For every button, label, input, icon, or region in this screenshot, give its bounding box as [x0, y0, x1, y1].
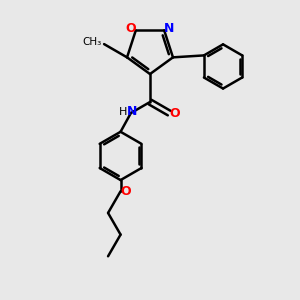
Text: CH₃: CH₃	[82, 37, 102, 47]
Text: O: O	[169, 106, 180, 119]
Text: O: O	[121, 185, 131, 198]
Text: H: H	[118, 106, 127, 117]
Text: N: N	[164, 22, 175, 34]
Text: N: N	[127, 105, 137, 118]
Text: O: O	[125, 22, 136, 34]
